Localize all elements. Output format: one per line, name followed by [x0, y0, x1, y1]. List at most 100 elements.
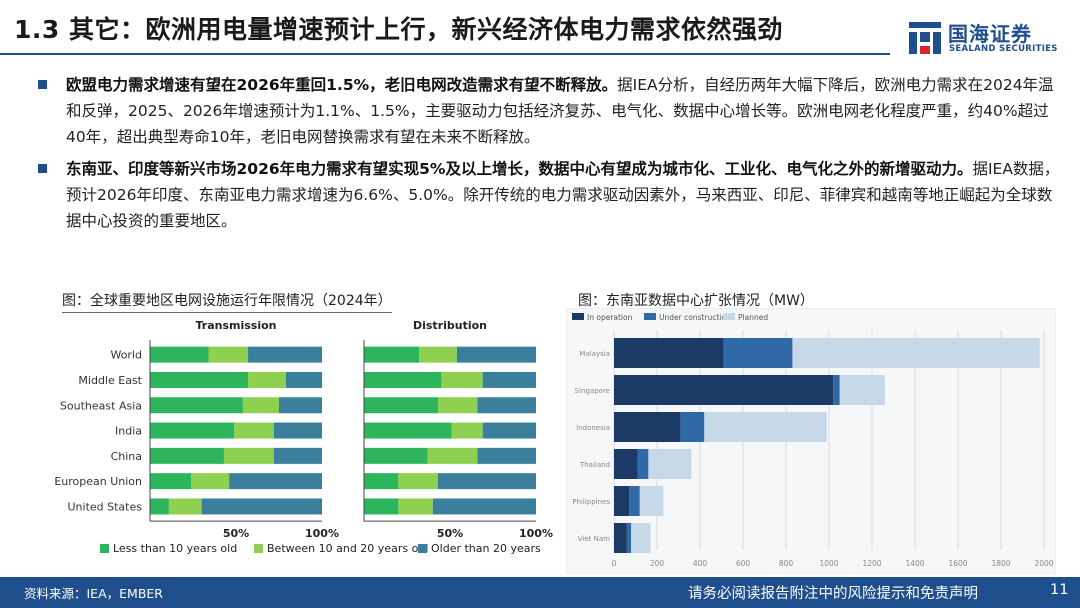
x-tick-label: 400: [693, 559, 708, 568]
page-number: 11: [1050, 582, 1069, 598]
category-label: World: [110, 349, 142, 362]
x-tick-label: 600: [736, 559, 751, 568]
bar-segment: [273, 447, 322, 464]
bar-segment: [364, 473, 399, 490]
x-tick-label: 2000: [1034, 559, 1053, 568]
bar-segment: [273, 422, 322, 439]
bar-segment: [364, 346, 420, 363]
bar-segment: [441, 371, 483, 388]
bar-segment: [639, 486, 664, 516]
bar-segment: [833, 375, 840, 405]
datacenter-chart-svg: In operation Under construction Planned 0 20…: [565, 307, 1057, 575]
bar-segment: [398, 498, 433, 515]
bar-segment: [229, 473, 322, 490]
bar-segment: [150, 346, 209, 363]
bar-segment: [150, 498, 169, 515]
category-label: Thailand: [579, 461, 610, 469]
title-divider: [0, 53, 890, 55]
category-label: Singapore: [575, 387, 610, 395]
logo-text-en: SEALAND SECURITIES: [949, 44, 1058, 54]
x-tick-label: 1200: [862, 559, 881, 568]
x-tick-label: 0: [612, 559, 617, 568]
legend-swatch: [572, 313, 584, 320]
bar-segment: [680, 412, 705, 442]
bar-segment: [364, 371, 442, 388]
bar-segment: [150, 371, 249, 388]
legend-label: Older than 20 years: [431, 542, 541, 555]
footer-disclaimer: 请务必阅读报告附注中的风险提示和免责声明: [688, 586, 978, 602]
bar-segment: [477, 447, 536, 464]
company-logo: 国海证券 SEALAND SECURITIES: [908, 18, 1070, 60]
legend-label: Less than 10 years old: [113, 542, 237, 555]
category-label: Philippines: [572, 498, 610, 506]
footer-source: 资料来源：IEA，EMBER: [24, 586, 163, 601]
category-label: India: [115, 425, 142, 438]
footer-bar: 资料来源：IEA，EMBER 请务必阅读报告附注中的风险提示和免责声明 11: [0, 577, 1080, 608]
legend-swatch: [418, 544, 427, 553]
bar-segment: [242, 397, 279, 414]
x-tick-label: 1800: [991, 559, 1010, 568]
bar-segment: [456, 346, 536, 363]
legend-label: In operation: [587, 313, 633, 322]
bar-segment: [614, 412, 681, 442]
bar-segment: [248, 371, 286, 388]
bullet-item: 欧盟电力需求增速有望在2026年重回1.5%，老旧电网改造需求有望不断释放。据I…: [38, 72, 1060, 150]
bullet-body: 据IEA分析，自经历两年大幅下降后，欧洲电力需求在2024年温和反弹，2025、…: [66, 76, 1054, 146]
bar-segment: [637, 449, 649, 479]
x-tick-label: 50%: [437, 527, 463, 540]
bar-segment: [223, 447, 274, 464]
bullet-body: 据IEA数据，预计2026年印度、东南亚电力需求增速为6.6%、5.0%。除开传…: [66, 160, 1060, 230]
x-tick-label: 200: [650, 559, 665, 568]
bar-segment: [704, 412, 827, 442]
bar-segment: [614, 523, 627, 553]
x-tick-label: 800: [779, 559, 794, 568]
bar-segment: [364, 422, 452, 439]
bar-segment: [723, 338, 793, 368]
grid-age-chart-svg: World Middle East Southeast Asia India China…: [54, 319, 553, 555]
legend-label: Between 10 and 20 years old: [267, 542, 428, 555]
bar-segment: [364, 447, 428, 464]
page-title: 1.3 其它：欧洲用电量增速预计上行，新兴经济体电力需求依然强劲: [14, 15, 783, 44]
legend-label: Under construction: [659, 313, 731, 322]
bar-segment: [631, 523, 651, 553]
bar-segment: [626, 523, 632, 553]
bar-segment: [451, 422, 483, 439]
bar-segment: [168, 498, 202, 515]
category-label: China: [111, 450, 142, 463]
bar-segment: [201, 498, 322, 515]
x-tick-label: 50%: [223, 527, 249, 540]
bar-segment: [432, 498, 536, 515]
bullet-bold-lead: 欧盟电力需求增速有望在2026年重回1.5%，老旧电网改造需求有望不断释放。: [66, 76, 618, 94]
bar-segment: [427, 447, 478, 464]
bar-segment: [208, 346, 249, 363]
datacenter-chart: In operation Under construction Planned 0 20…: [565, 307, 1057, 575]
bar-segment: [234, 422, 274, 439]
x-tick-label: 1600: [948, 559, 967, 568]
bar-segment: [614, 338, 724, 368]
legend-swatch: [644, 313, 656, 320]
bar-segment: [437, 473, 536, 490]
bar-segment: [839, 375, 885, 405]
category-label: Indonesia: [576, 424, 610, 432]
legend-swatch: [254, 544, 263, 553]
panel-title: Transmission: [195, 319, 276, 332]
bullet-list: 欧盟电力需求增速有望在2026年重回1.5%，老旧电网改造需求有望不断释放。据I…: [38, 72, 1060, 240]
bar-segment: [150, 422, 235, 439]
bar-segment: [477, 397, 536, 414]
bar-segment: [482, 371, 536, 388]
bar-segment: [150, 473, 192, 490]
bar-segment: [437, 397, 478, 414]
left-figure-caption: 图：全球重要地区电网设施运行年限情况（2024年）: [62, 290, 392, 313]
logo-text-cn: 国海证券: [948, 22, 1032, 46]
bar-segment: [648, 449, 692, 479]
bar-segment: [614, 449, 638, 479]
bar-segment: [629, 486, 640, 516]
category-label: Malaysia: [579, 350, 610, 358]
bullet-item: 东南亚、印度等新兴市场2026年电力需求有望实现5%及以上增长，数据中心有望成为…: [38, 156, 1060, 234]
grid-age-chart: World Middle East Southeast Asia India China…: [48, 312, 560, 570]
category-label: Viet Nam: [578, 535, 610, 543]
category-label: Southeast Asia: [60, 399, 142, 412]
x-tick-label: 100%: [519, 527, 553, 540]
category-label: United States: [68, 500, 143, 513]
bar-segment: [398, 473, 438, 490]
